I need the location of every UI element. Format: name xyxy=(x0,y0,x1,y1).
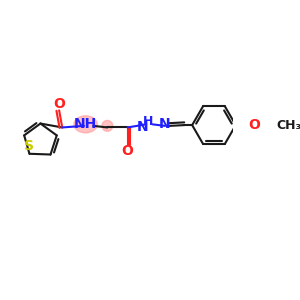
Text: O: O xyxy=(122,144,134,158)
Text: O: O xyxy=(248,118,260,132)
Text: O: O xyxy=(53,97,65,111)
Text: N: N xyxy=(159,117,171,131)
Text: NH: NH xyxy=(74,117,97,131)
Text: H: H xyxy=(142,115,153,128)
Text: N: N xyxy=(136,120,148,134)
Ellipse shape xyxy=(102,120,113,131)
Ellipse shape xyxy=(74,116,97,133)
Text: S: S xyxy=(24,139,34,153)
Text: CH₃: CH₃ xyxy=(276,118,300,132)
